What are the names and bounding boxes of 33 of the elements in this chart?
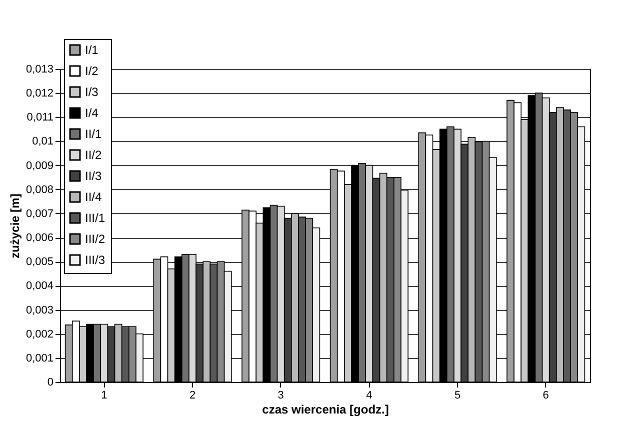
y-tick-label: 0,002 xyxy=(26,328,54,340)
y-tick-label: 0,01 xyxy=(32,136,54,148)
legend-label: III/1 xyxy=(85,211,106,225)
legend-label: II/2 xyxy=(85,148,102,162)
y-tick-label: 0,012 xyxy=(26,88,54,100)
legend-label: I/4 xyxy=(85,106,99,120)
y-tick-label: 0,008 xyxy=(26,184,54,196)
y-tick-label: 0,009 xyxy=(26,160,54,172)
y-tick-label: 0,007 xyxy=(26,208,54,220)
y-tick-label: 0,011 xyxy=(26,112,54,124)
x-tick-label: 3 xyxy=(278,390,284,402)
y-tick-label: 0,004 xyxy=(26,280,54,292)
y-tick-label: 0,013 xyxy=(26,64,54,76)
legend-label: I/3 xyxy=(85,85,99,99)
x-tick-label: 2 xyxy=(189,390,196,402)
y-axis-title: zużycie [m] xyxy=(8,194,22,258)
legend-label: II/3 xyxy=(85,169,102,183)
legend-label: III/3 xyxy=(85,253,106,267)
y-tick-label: 0,006 xyxy=(26,232,54,244)
x-axis-title: czas wiercenia [godz.] xyxy=(262,402,389,416)
legend-label: II/4 xyxy=(85,190,102,204)
legend-label: II/1 xyxy=(85,127,102,141)
y-tick-label: 0,003 xyxy=(26,304,54,316)
x-tick-label: 5 xyxy=(454,390,461,402)
y-tick-label: 0 xyxy=(47,376,54,388)
x-tick-label: 1 xyxy=(101,390,108,402)
legend-label: III/2 xyxy=(85,232,106,246)
x-tick-label: 4 xyxy=(366,390,372,402)
y-tick-label: 0,001 xyxy=(26,352,54,364)
x-tick-label: 6 xyxy=(542,390,549,402)
legend-label: I/2 xyxy=(85,64,99,78)
y-tick-label: 0,005 xyxy=(26,256,54,268)
legend-label: I/1 xyxy=(85,43,99,57)
